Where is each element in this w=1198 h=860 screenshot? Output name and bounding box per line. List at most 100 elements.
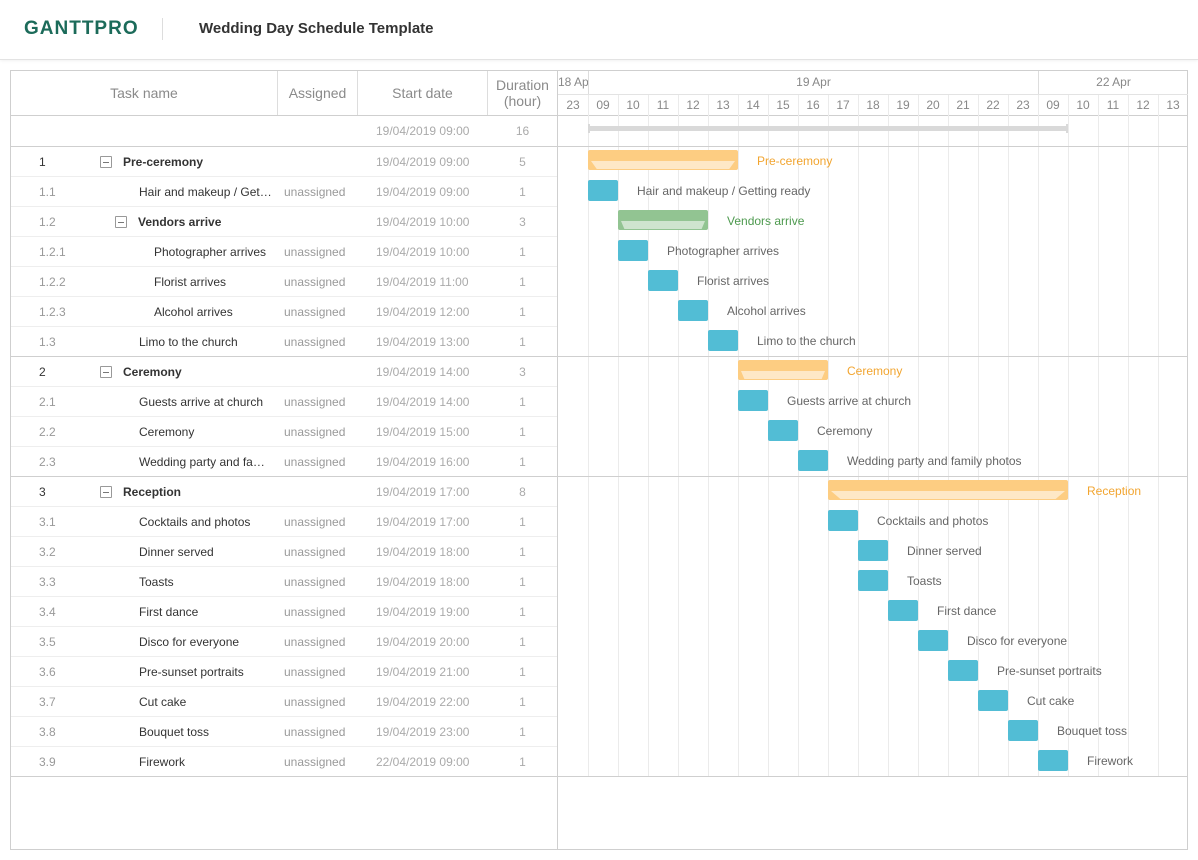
timeline-date: 18 Apr [558, 75, 588, 89]
timeline-hour: 23 [566, 98, 580, 112]
group-bar[interactable] [828, 480, 1068, 500]
task-bar[interactable] [768, 420, 798, 441]
task-name: Toasts [139, 575, 174, 589]
task-bar[interactable] [858, 540, 888, 561]
bar-label: Ceremony [847, 364, 903, 378]
column-header[interactable]: Duration (hour) [496, 77, 549, 109]
timeline-hour: 12 [1136, 98, 1150, 112]
assigned: unassigned [284, 575, 346, 589]
group-separator [11, 476, 1188, 477]
task-row[interactable]: 3.6 Pre-sunset portraits unassigned 19/04/2… [11, 657, 557, 686]
group-bar[interactable] [588, 150, 738, 170]
task-name: Photographer arrives [154, 245, 267, 259]
grid-line [1068, 95, 1069, 776]
start-date: 19/04/2019 10:00 [376, 215, 470, 229]
collapse-icon[interactable] [115, 216, 127, 228]
timeline-hour: 21 [956, 98, 970, 112]
task-bar[interactable] [1008, 720, 1038, 741]
assigned: unassigned [284, 335, 346, 349]
group-bar[interactable] [618, 210, 708, 230]
bar-label: First dance [937, 604, 997, 618]
task-row[interactable]: 3.4 First dance unassigned 19/04/2019 19:00… [11, 597, 557, 626]
assigned: unassigned [284, 755, 346, 769]
task-bar[interactable] [738, 390, 768, 411]
task-row[interactable]: 1.1 Hair and makeup / Getting ready unassi… [11, 177, 557, 206]
task-row[interactable]: 3.5 Disco for everyone unassigned 19/04/201… [11, 627, 557, 656]
collapse-icon[interactable] [100, 486, 112, 498]
duration: 1 [519, 455, 526, 469]
task-name: Alcohol arrives [154, 305, 233, 319]
grid-line [588, 95, 589, 776]
duration: 8 [519, 485, 526, 499]
group-bar[interactable] [738, 360, 828, 380]
timeline-hour: 12 [686, 98, 700, 112]
grid-line [1158, 95, 1159, 776]
timeline-hour: 13 [1166, 98, 1180, 112]
start-date: 19/04/2019 16:00 [376, 455, 470, 469]
row-line [11, 236, 557, 237]
task-row[interactable]: 3.2 Dinner served unassigned 19/04/2019 18:… [11, 537, 557, 566]
task-row[interactable]: 1.3 Limo to the church unassigned 19/04/201… [11, 327, 557, 356]
task-row[interactable]: 3 Reception 19/04/2019 17:00 8 [11, 477, 557, 506]
task-id: 3.9 [39, 755, 56, 769]
duration: 1 [519, 185, 526, 199]
task-row[interactable]: 1.2 Vendors arrive 19/04/2019 10:00 3 [11, 207, 557, 236]
task-row[interactable]: 1.2.2 Florist arrives unassigned 19/04/2019… [11, 267, 557, 296]
assigned: unassigned [284, 275, 346, 289]
task-id: 2 [39, 365, 46, 379]
row-line [11, 566, 557, 567]
task-bar[interactable] [708, 330, 738, 351]
task-bar[interactable] [858, 570, 888, 591]
task-bar[interactable] [948, 660, 978, 681]
group-separator [11, 776, 1188, 777]
task-row[interactable]: 1.2.3 Alcohol arrives unassigned 19/04/2019… [11, 297, 557, 326]
task-bar[interactable] [888, 600, 918, 621]
task-bar[interactable] [678, 300, 708, 321]
bar-label: Cut cake [1027, 694, 1075, 708]
assigned: unassigned [284, 635, 346, 649]
task-row[interactable]: 3.3 Toasts unassigned 19/04/2019 18:00 1 [11, 567, 557, 596]
timeline-hour: 09 [596, 98, 610, 112]
timeline-hour: 11 [1106, 98, 1120, 112]
task-bar[interactable] [828, 510, 858, 531]
bar-label: Ceremony [817, 424, 873, 438]
task-bar[interactable] [798, 450, 828, 471]
task-bar[interactable] [978, 690, 1008, 711]
timeline-hour: 11 [656, 98, 670, 112]
task-row[interactable]: 2.1 Guests arrive at church unassigned 19/0… [11, 387, 557, 416]
column-header[interactable]: Start date [392, 85, 453, 101]
logo[interactable]: GANTTPRO [24, 18, 139, 39]
task-bar[interactable] [618, 240, 648, 261]
task-row[interactable]: 3.9 Firework unassigned 22/04/2019 09:00 1 [11, 747, 557, 776]
bar-label: Disco for everyone [967, 634, 1068, 648]
row-line [11, 206, 557, 207]
duration: 3 [519, 365, 526, 379]
task-row[interactable]: 2.3 Wedding party and family photos unassi… [11, 447, 557, 476]
task-row[interactable]: 2.2 Ceremony unassigned 19/04/2019 15:00 1 [11, 417, 557, 446]
row-line [11, 596, 557, 597]
task-bar[interactable] [918, 630, 948, 651]
duration: 1 [519, 575, 526, 589]
timeline-hour: 22 [986, 98, 1000, 112]
task-row[interactable]: 2 Ceremony 19/04/2019 14:00 3 [11, 357, 557, 386]
timeline-hour: 16 [806, 98, 820, 112]
task-name: First dance [139, 605, 199, 619]
task-row[interactable]: 3.8 Bouquet toss unassigned 19/04/2019 23:0… [11, 717, 557, 746]
task-id: 1.3 [39, 335, 56, 349]
column-header[interactable]: Assigned [288, 85, 347, 101]
task-bar[interactable] [648, 270, 678, 291]
task-row[interactable]: 3.1 Cocktails and photos unassigned 19/04/2… [11, 507, 557, 536]
task-bar[interactable] [1038, 750, 1068, 771]
assigned: unassigned [284, 515, 346, 529]
task-bar[interactable] [588, 180, 618, 201]
start-date: 19/04/2019 19:00 [376, 605, 470, 619]
task-row[interactable]: 3.7 Cut cake unassigned 19/04/2019 22:00 1 [11, 687, 557, 716]
grid-line [888, 95, 889, 776]
task-row[interactable]: 1 Pre-ceremony 19/04/2019 09:00 5 [11, 147, 557, 176]
collapse-icon[interactable] [100, 156, 112, 168]
task-row[interactable]: 1.2.1 Photographer arrives unassigned 19/04… [11, 237, 557, 266]
task-name: Vendors arrive [138, 215, 222, 229]
column-header[interactable]: Task name [110, 85, 178, 101]
collapse-icon[interactable] [100, 366, 112, 378]
